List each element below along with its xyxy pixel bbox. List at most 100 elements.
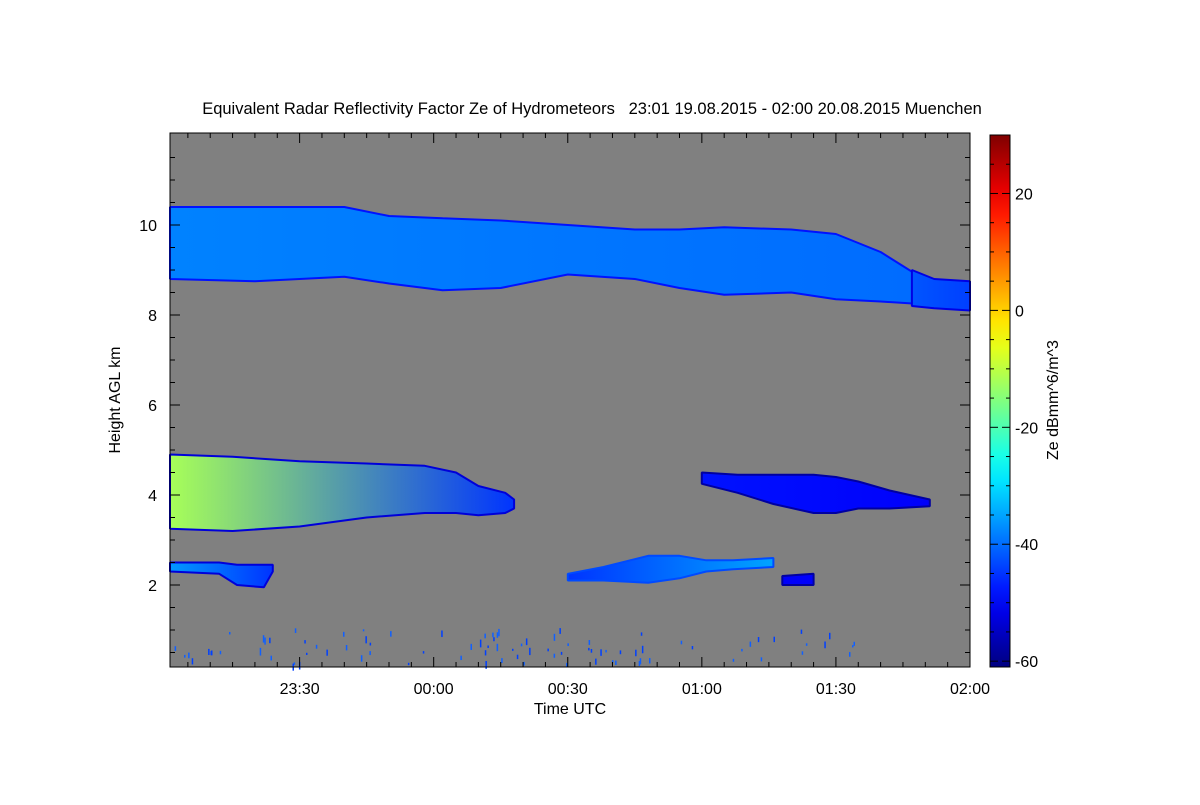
- clutter-speckle: [553, 653, 556, 658]
- x-tick-label: 00:00: [414, 681, 454, 698]
- clutter-speckle: [369, 651, 371, 656]
- clutter-speckle: [493, 637, 495, 642]
- clutter-speckle: [293, 662, 296, 665]
- clutter-speckle: [487, 645, 489, 648]
- colorbar-tick-label: 0: [1015, 303, 1024, 320]
- clutter-speckle: [529, 647, 531, 656]
- low-layer-1: [169, 561, 274, 589]
- mid-layer-2: [700, 471, 931, 514]
- clutter-speckle: [422, 651, 425, 654]
- clutter-speckle: [566, 662, 568, 667]
- x-tick-label: 23:30: [280, 681, 320, 698]
- clutter-speckle: [264, 637, 266, 645]
- clutter-speckle: [567, 643, 569, 647]
- clutter-speckle: [306, 652, 308, 655]
- clutter-speckle: [470, 643, 472, 650]
- y-tick-label: 2: [148, 578, 157, 595]
- clutter-speckle: [640, 632, 643, 636]
- clutter-speckle: [638, 661, 641, 666]
- clutter-speckle: [773, 636, 775, 643]
- colorbar: [989, 134, 1011, 668]
- clutter-speckle: [210, 651, 212, 656]
- clutter-speckle: [479, 639, 482, 648]
- clutter-speckle: [229, 632, 231, 635]
- clutter-speckle: [191, 658, 194, 665]
- clutter-speckle: [262, 635, 265, 643]
- clutter-speckle: [605, 649, 607, 653]
- clutter-speckle: [612, 660, 614, 663]
- clutter-speckle: [757, 637, 760, 643]
- colorbar-tick-label: 20: [1015, 186, 1033, 203]
- clutter-speckle: [269, 637, 271, 644]
- clutter-speckle: [619, 650, 622, 655]
- clutter-speckle: [496, 643, 499, 652]
- colorbar-tick-label: -20: [1015, 420, 1038, 437]
- clutter-speckle: [590, 649, 593, 653]
- reflectivity-field: [169, 206, 971, 589]
- clutter-speckle: [595, 658, 597, 665]
- clutter-speckle: [304, 640, 306, 644]
- clutter-speckle: [407, 662, 410, 666]
- clutter-speckle: [732, 658, 735, 662]
- x-tick-label: 01:00: [682, 681, 722, 698]
- clutter-speckle: [174, 646, 177, 651]
- clutter-speckle: [588, 647, 590, 651]
- x-tick-label: 02:00: [950, 681, 990, 698]
- clutter-speckle: [259, 647, 262, 656]
- clutter-speckle: [849, 652, 851, 657]
- clutter-speckle: [680, 640, 683, 645]
- clutter-speckle: [829, 632, 831, 640]
- clutter-speckle: [523, 661, 525, 666]
- clutter-speckle: [326, 649, 328, 656]
- clutter-speckle: [800, 629, 803, 634]
- clutter-speckle: [484, 650, 487, 656]
- clutter-speckle: [460, 655, 462, 661]
- clutter-speckle: [270, 655, 272, 661]
- clutter-speckle: [641, 645, 644, 654]
- x-tick-label: 00:30: [548, 681, 588, 698]
- chart-title: Equivalent Radar Reflectivity Factor Ze …: [202, 100, 982, 118]
- clutter-speckle: [492, 632, 494, 638]
- clutter-speckle: [208, 648, 210, 655]
- clutter-speckle: [741, 648, 743, 652]
- colorbar-tick-label: -60: [1015, 654, 1038, 671]
- mid-layer-1: [169, 453, 516, 532]
- clutter-speckle: [294, 628, 297, 633]
- clutter-speckle: [369, 642, 372, 646]
- clutter-speckle: [560, 651, 563, 655]
- clutter-speckle: [600, 649, 602, 656]
- clutter-speckle: [343, 631, 345, 637]
- colorbar-tick-label: -40: [1015, 537, 1038, 554]
- clutter-speckle: [219, 650, 222, 655]
- clutter-speckle: [649, 658, 651, 664]
- clutter-speckle: [553, 633, 556, 641]
- low-patch: [781, 572, 815, 586]
- clutter-speckle: [801, 651, 804, 655]
- clutter-speckle: [805, 643, 808, 646]
- y-axis-label: Height AGL km: [107, 346, 124, 453]
- y-tick-label: 10: [139, 218, 157, 235]
- clutter-speckle: [512, 648, 514, 651]
- y-tick-label: 4: [148, 488, 157, 505]
- clutter-speckle: [516, 654, 519, 660]
- clutter-speckle: [496, 632, 499, 638]
- clutter-speckle: [635, 649, 637, 657]
- clutter-speckle: [749, 641, 752, 647]
- clutter-speckle: [501, 658, 503, 663]
- clutter-speckle: [315, 644, 318, 649]
- clutter-speckle: [691, 646, 694, 650]
- clutter-speckle: [365, 636, 367, 644]
- x-axis-label: Time UTC: [534, 701, 606, 718]
- low-layer-2: [566, 554, 775, 584]
- clutter-speckle: [188, 652, 190, 659]
- x-tick-label: 01:30: [816, 681, 856, 698]
- clutter-speckle: [484, 633, 486, 639]
- ground-clutter: [174, 628, 855, 671]
- y-tick-label: 6: [148, 398, 157, 415]
- clutter-speckle: [588, 640, 591, 645]
- clutter-speckle: [639, 658, 642, 665]
- clutter-speckle: [615, 660, 617, 666]
- colorbar-label: Ze dBmm^6/m^3: [1045, 340, 1062, 460]
- clutter-speckle: [184, 654, 186, 658]
